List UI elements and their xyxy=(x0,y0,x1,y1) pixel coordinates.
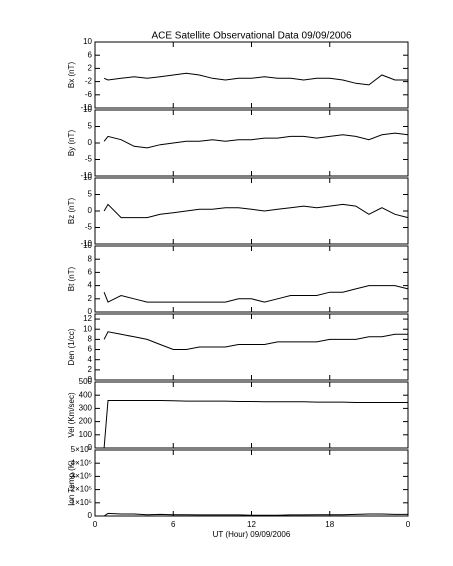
y-tick-label: 4 xyxy=(88,355,93,364)
y-tick-label: 10 xyxy=(83,241,92,250)
y-axis-label: Bx (nT) xyxy=(67,62,76,89)
y-tick-label: 400 xyxy=(79,390,93,399)
y-tick-label: 200 xyxy=(79,417,93,426)
y-tick-label: 5×10⁵ xyxy=(71,445,92,454)
y-tick-label: 0 xyxy=(88,307,93,316)
y-tick-label: -10 xyxy=(80,239,92,248)
y-axis-label: Bz (nT) xyxy=(67,198,76,225)
y-tick-label: 0 xyxy=(88,138,93,147)
panel-frame xyxy=(94,449,409,517)
y-tick-label: 2×10⁵ xyxy=(71,485,92,494)
x-tick-label: 18 xyxy=(325,520,334,529)
y-tick-label: 10 xyxy=(83,37,92,46)
y-tick-label: 2 xyxy=(88,294,93,303)
y-axis-label: Ion Temp (K) xyxy=(67,460,76,506)
x-tick-label: 6 xyxy=(171,520,176,529)
panel-frame xyxy=(94,313,409,381)
y-tick-label: 1×10⁵ xyxy=(71,498,92,507)
y-tick-label: -2 xyxy=(85,77,93,86)
data-line xyxy=(103,203,409,219)
y-tick-label: 8 xyxy=(88,334,93,343)
y-tick-label: 500 xyxy=(79,377,93,386)
y-tick-label: 12 xyxy=(83,314,92,323)
y-tick-label: 10 xyxy=(83,173,92,182)
y-tick-label: -6 xyxy=(85,90,93,99)
y-tick-label: 5 xyxy=(88,190,93,199)
data-line xyxy=(103,512,408,517)
chart-title: ACE Satellite Observational Data 09/09/2… xyxy=(151,31,352,42)
y-tick-label: 0 xyxy=(88,375,93,384)
y-tick-label: 2 xyxy=(88,365,93,374)
data-line xyxy=(103,331,408,350)
y-axis-label: Vel (Km/sec) xyxy=(67,392,76,438)
y-tick-label: 6 xyxy=(88,345,93,354)
y-axis-label: Bt (nT) xyxy=(67,266,76,291)
data-line xyxy=(103,400,408,449)
y-tick-label: 4 xyxy=(88,281,93,290)
y-tick-label: 10 xyxy=(83,324,92,333)
y-tick-label: 5 xyxy=(88,122,93,131)
x-axis-label: UT (Hour) 09/09/2006 xyxy=(213,530,291,539)
y-tick-label: 0 xyxy=(88,206,93,215)
y-axis-label: By (nT) xyxy=(67,130,76,157)
panel-frame xyxy=(94,109,409,177)
data-line xyxy=(103,72,408,86)
x-tick-label: 0 xyxy=(93,520,98,529)
y-tick-label: 300 xyxy=(79,404,93,413)
y-tick-label: 10 xyxy=(83,105,92,114)
y-tick-label: -5 xyxy=(85,223,93,232)
y-tick-label: -10 xyxy=(80,103,92,112)
y-tick-label: 100 xyxy=(79,430,93,439)
y-tick-label: -5 xyxy=(85,155,93,164)
y-tick-label: 6 xyxy=(88,268,93,277)
y-tick-label: 8 xyxy=(88,254,93,263)
x-tick-label: 12 xyxy=(247,520,256,529)
y-tick-label: 0 xyxy=(88,443,93,452)
panel-frame xyxy=(94,177,409,245)
y-axis-label: Den (1/cc) xyxy=(67,328,76,365)
y-tick-label: 6 xyxy=(88,50,93,59)
y-tick-label: 4×10⁵ xyxy=(71,458,92,467)
data-line xyxy=(103,285,409,303)
panel-frame xyxy=(94,41,409,109)
x-tick-label: 0 xyxy=(406,520,411,529)
y-tick-label: 2 xyxy=(88,64,93,73)
data-line xyxy=(103,132,409,149)
panel-frame xyxy=(94,381,409,449)
panel-frame xyxy=(94,245,409,313)
y-tick-label: 0 xyxy=(88,511,93,520)
y-tick-label: 3×10⁵ xyxy=(71,472,92,481)
y-tick-label: -10 xyxy=(80,171,92,180)
